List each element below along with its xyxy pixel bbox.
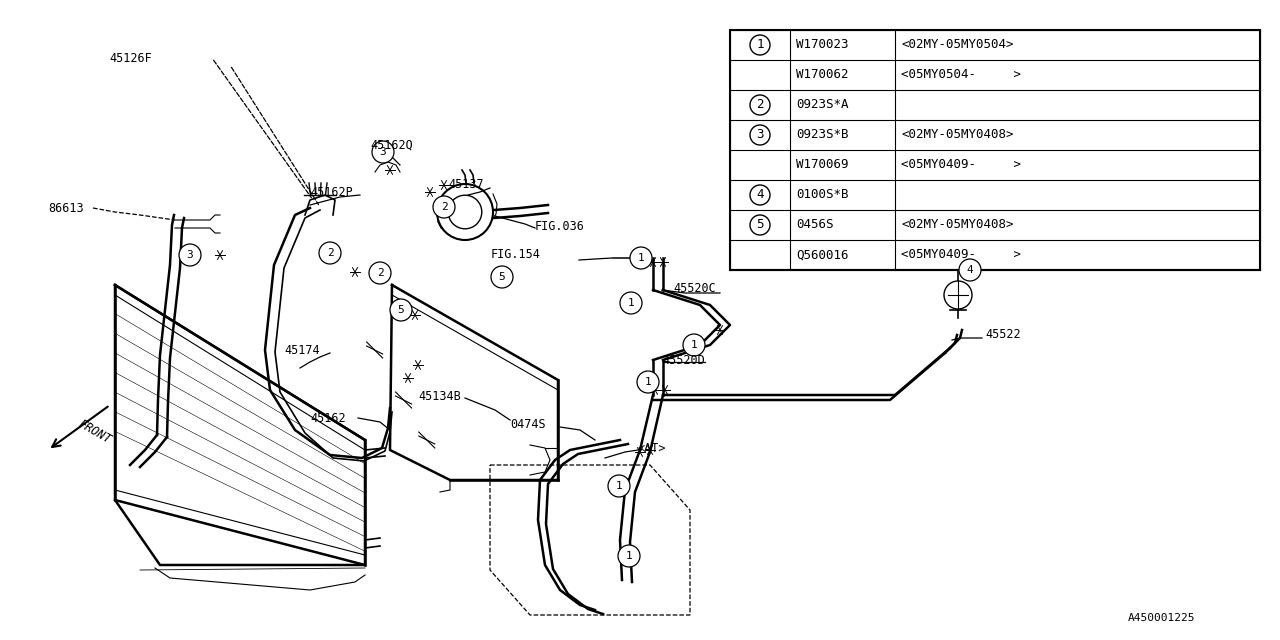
Text: FRONT: FRONT <box>77 417 114 447</box>
Circle shape <box>618 545 640 567</box>
Text: FIG.154: FIG.154 <box>490 248 540 262</box>
Text: 45162: 45162 <box>310 412 346 424</box>
Circle shape <box>369 262 390 284</box>
Circle shape <box>492 266 513 288</box>
Text: <02MY-05MY0408>: <02MY-05MY0408> <box>901 129 1014 141</box>
Text: <02MY-05MY0408>: <02MY-05MY0408> <box>901 218 1014 232</box>
Circle shape <box>436 184 493 240</box>
Text: Q560016: Q560016 <box>796 248 849 262</box>
Text: W170062: W170062 <box>796 68 849 81</box>
Text: 45134B: 45134B <box>419 390 461 403</box>
Text: 2: 2 <box>326 248 333 258</box>
Text: 1: 1 <box>645 377 652 387</box>
Circle shape <box>750 95 771 115</box>
Circle shape <box>608 475 630 497</box>
Circle shape <box>179 244 201 266</box>
Bar <box>730 30 1260 270</box>
Text: A450001225: A450001225 <box>1128 613 1196 623</box>
Text: 5: 5 <box>398 305 404 315</box>
Circle shape <box>750 35 771 55</box>
Text: <05MY0409-     >: <05MY0409- > <box>901 248 1021 262</box>
Text: <AT>: <AT> <box>637 442 667 454</box>
Text: W170023: W170023 <box>796 38 849 51</box>
Text: 45522: 45522 <box>986 328 1020 340</box>
Text: 4: 4 <box>966 265 973 275</box>
Text: 1: 1 <box>627 298 635 308</box>
Circle shape <box>750 185 771 205</box>
Text: 0100S*B: 0100S*B <box>796 189 849 202</box>
Text: 4: 4 <box>756 189 764 202</box>
Text: 0923S*B: 0923S*B <box>796 129 849 141</box>
Text: 45174: 45174 <box>284 344 320 356</box>
Text: 45162P: 45162P <box>310 186 353 200</box>
Text: 1: 1 <box>756 38 764 51</box>
Circle shape <box>390 299 412 321</box>
Text: 2: 2 <box>756 99 764 111</box>
Text: 3: 3 <box>756 129 764 141</box>
Circle shape <box>959 259 980 281</box>
Text: 45126F: 45126F <box>109 51 152 65</box>
Text: 45162Q: 45162Q <box>370 138 412 152</box>
Circle shape <box>372 141 394 163</box>
Text: <05MY0504-     >: <05MY0504- > <box>901 68 1021 81</box>
Text: 2: 2 <box>376 268 384 278</box>
Text: 5: 5 <box>499 272 506 282</box>
Text: W170069: W170069 <box>796 159 849 172</box>
Text: 45137: 45137 <box>448 177 484 191</box>
Text: <02MY-05MY0504>: <02MY-05MY0504> <box>901 38 1014 51</box>
Circle shape <box>620 292 643 314</box>
Text: 1: 1 <box>616 481 622 491</box>
Text: 2: 2 <box>440 202 448 212</box>
Text: 3: 3 <box>187 250 193 260</box>
Text: 0923S*A: 0923S*A <box>796 99 849 111</box>
Text: 5: 5 <box>756 218 764 232</box>
Text: 86613: 86613 <box>49 202 83 214</box>
Text: 1: 1 <box>691 340 698 350</box>
Text: 0474S: 0474S <box>509 417 545 431</box>
Circle shape <box>448 195 481 228</box>
Text: 1: 1 <box>626 551 632 561</box>
Circle shape <box>750 215 771 235</box>
Circle shape <box>684 334 705 356</box>
Text: FIG.036: FIG.036 <box>535 220 585 232</box>
Circle shape <box>433 196 454 218</box>
Text: 3: 3 <box>380 147 387 157</box>
Text: 0456S: 0456S <box>796 218 833 232</box>
Text: 45520C: 45520C <box>673 282 716 294</box>
Circle shape <box>945 281 972 309</box>
Circle shape <box>750 125 771 145</box>
Text: <05MY0409-     >: <05MY0409- > <box>901 159 1021 172</box>
Text: 1: 1 <box>637 253 644 263</box>
Circle shape <box>630 247 652 269</box>
Circle shape <box>637 371 659 393</box>
Text: 45520D: 45520D <box>662 353 705 367</box>
Circle shape <box>319 242 340 264</box>
